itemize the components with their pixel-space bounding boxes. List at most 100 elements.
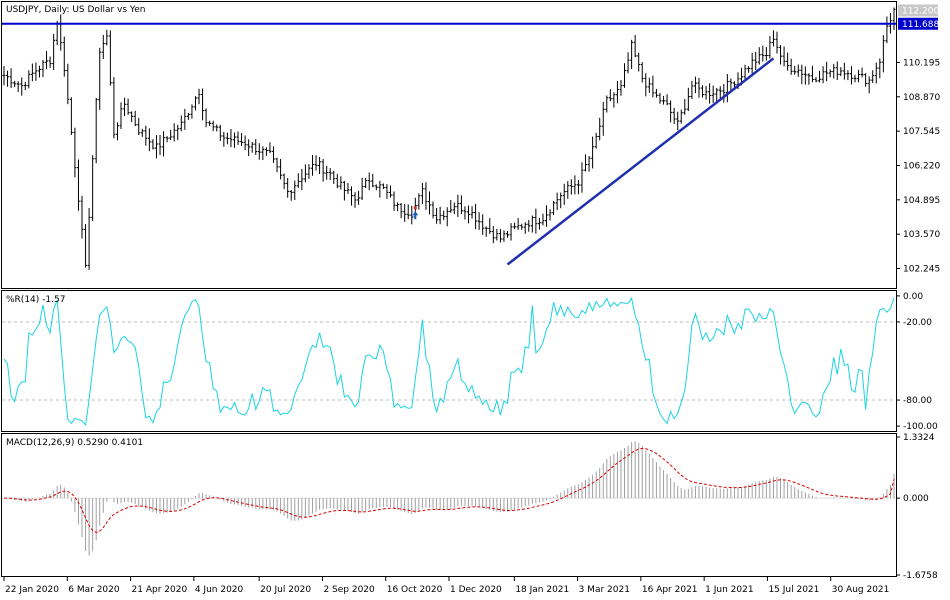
ohlc-bar [211,120,215,132]
ohlc-bar [2,66,6,86]
ohlc-bar [240,133,244,146]
ohlc-bar [484,226,488,237]
ohlc-bar [789,58,793,75]
trade-marker-dot [413,206,417,210]
ohlc-bar [80,195,84,239]
price-axis-label: 102.245 [903,265,940,275]
time-axis-label: 30 Aug 2021 [832,585,890,595]
ohlc-bar [208,120,212,127]
price-axis-label: 106.220 [903,161,940,171]
ohlc-bar [41,59,45,78]
ohlc-bar [438,206,442,225]
ohlc-bar [190,104,194,119]
ohlc-bar [62,36,66,77]
ohlc-bar [257,143,261,160]
macd-pane [2,441,896,556]
ohlc-bar [690,80,694,99]
ohlc-bar [112,77,116,139]
ohlc-bar [782,46,786,67]
ohlc-bar [296,173,300,188]
ohlc-bar [771,30,775,47]
ohlc-bar [527,220,531,232]
ohlc-bar [615,81,619,104]
ohlc-bar [193,96,197,111]
ohlc-bar [151,139,155,150]
ohlc-bar [743,64,747,80]
ohlc-bar [247,139,251,157]
ohlc-bar [626,52,630,74]
ohlc-bar [768,36,772,59]
ohlc-bar [630,39,634,69]
ohlc-bar [52,33,56,71]
ohlc-bar [580,162,584,193]
ohlc-bar [215,124,219,132]
ohlc-bar [697,77,701,98]
ohlc-bar [864,73,868,87]
ohlc-bar [169,130,173,140]
ohlc-bar [594,132,598,149]
ohlc-bar [491,226,495,244]
ohlc-bar [27,70,31,89]
ohlc-bar [94,97,98,164]
time-axis-label: 6 Mar 2020 [68,585,120,595]
ohlc-bar [140,128,144,137]
ohlc-bar [6,70,10,87]
time-axis-label: 3 Mar 2021 [579,585,630,595]
ohlc-bar [601,101,605,136]
ohlc-bar [342,180,346,201]
ohlc-bar [410,205,414,225]
ohlc-bar [243,135,247,151]
ohlc-bar [339,176,343,190]
ohlc-bar [229,129,233,148]
time-axis-label: 16 Oct 2020 [387,585,443,595]
ohlc-bar [115,122,119,141]
ohlc-bar [179,115,183,132]
level-price-label: 111.688 [902,20,939,30]
ohlc-bar [225,132,229,145]
ohlc-bar [530,215,534,233]
macd-axis-label: 0.000 [903,494,929,504]
ohlc-bar [693,76,697,94]
ohlc-bar [672,107,676,124]
wr-axis-label: 0.00 [903,292,923,302]
ohlc-bar [360,177,364,201]
ohlc-bar [757,47,761,65]
ohlc-bar [686,87,690,112]
macd-pane-frame [1,433,897,577]
ohlc-bar [867,76,871,94]
trend-line[interactable] [506,57,775,266]
ohlc-bar [818,70,822,83]
ohlc-bar [637,52,641,72]
ohlc-bar [761,45,765,62]
ohlc-bar [332,170,336,184]
ohlc-bar [20,77,24,96]
macd-signal-line [3,447,895,534]
price-axis-label: 103.570 [903,230,940,240]
ohlc-bar [162,131,166,157]
ohlc-bar [860,67,864,78]
ohlc-bar [619,80,623,96]
ohlc-bar [279,159,283,180]
ohlc-bar [477,212,481,230]
ohlc-bar [293,180,297,200]
ohlc-bar [793,65,797,75]
ohlc-bar [548,209,552,221]
ohlc-bar [608,89,612,102]
ohlc-bar [254,139,258,155]
ohlc-bar [364,178,368,189]
ohlc-bar [683,99,687,115]
ohlc-bar [509,223,513,241]
ohlc-bar [871,70,875,84]
ohlc-bar [101,34,105,60]
ohlc-bar [488,218,492,234]
ohlc-bar [282,173,286,190]
current-price-label: 112.200 [902,6,939,16]
ohlc-bar [885,16,889,44]
ohlc-bar [417,193,421,210]
ohlc-bar [779,45,783,65]
ohlc-bar [520,223,524,230]
ohlc-bar [623,63,627,88]
ohlc-bar [420,182,424,205]
ohlc-bar [222,131,226,147]
